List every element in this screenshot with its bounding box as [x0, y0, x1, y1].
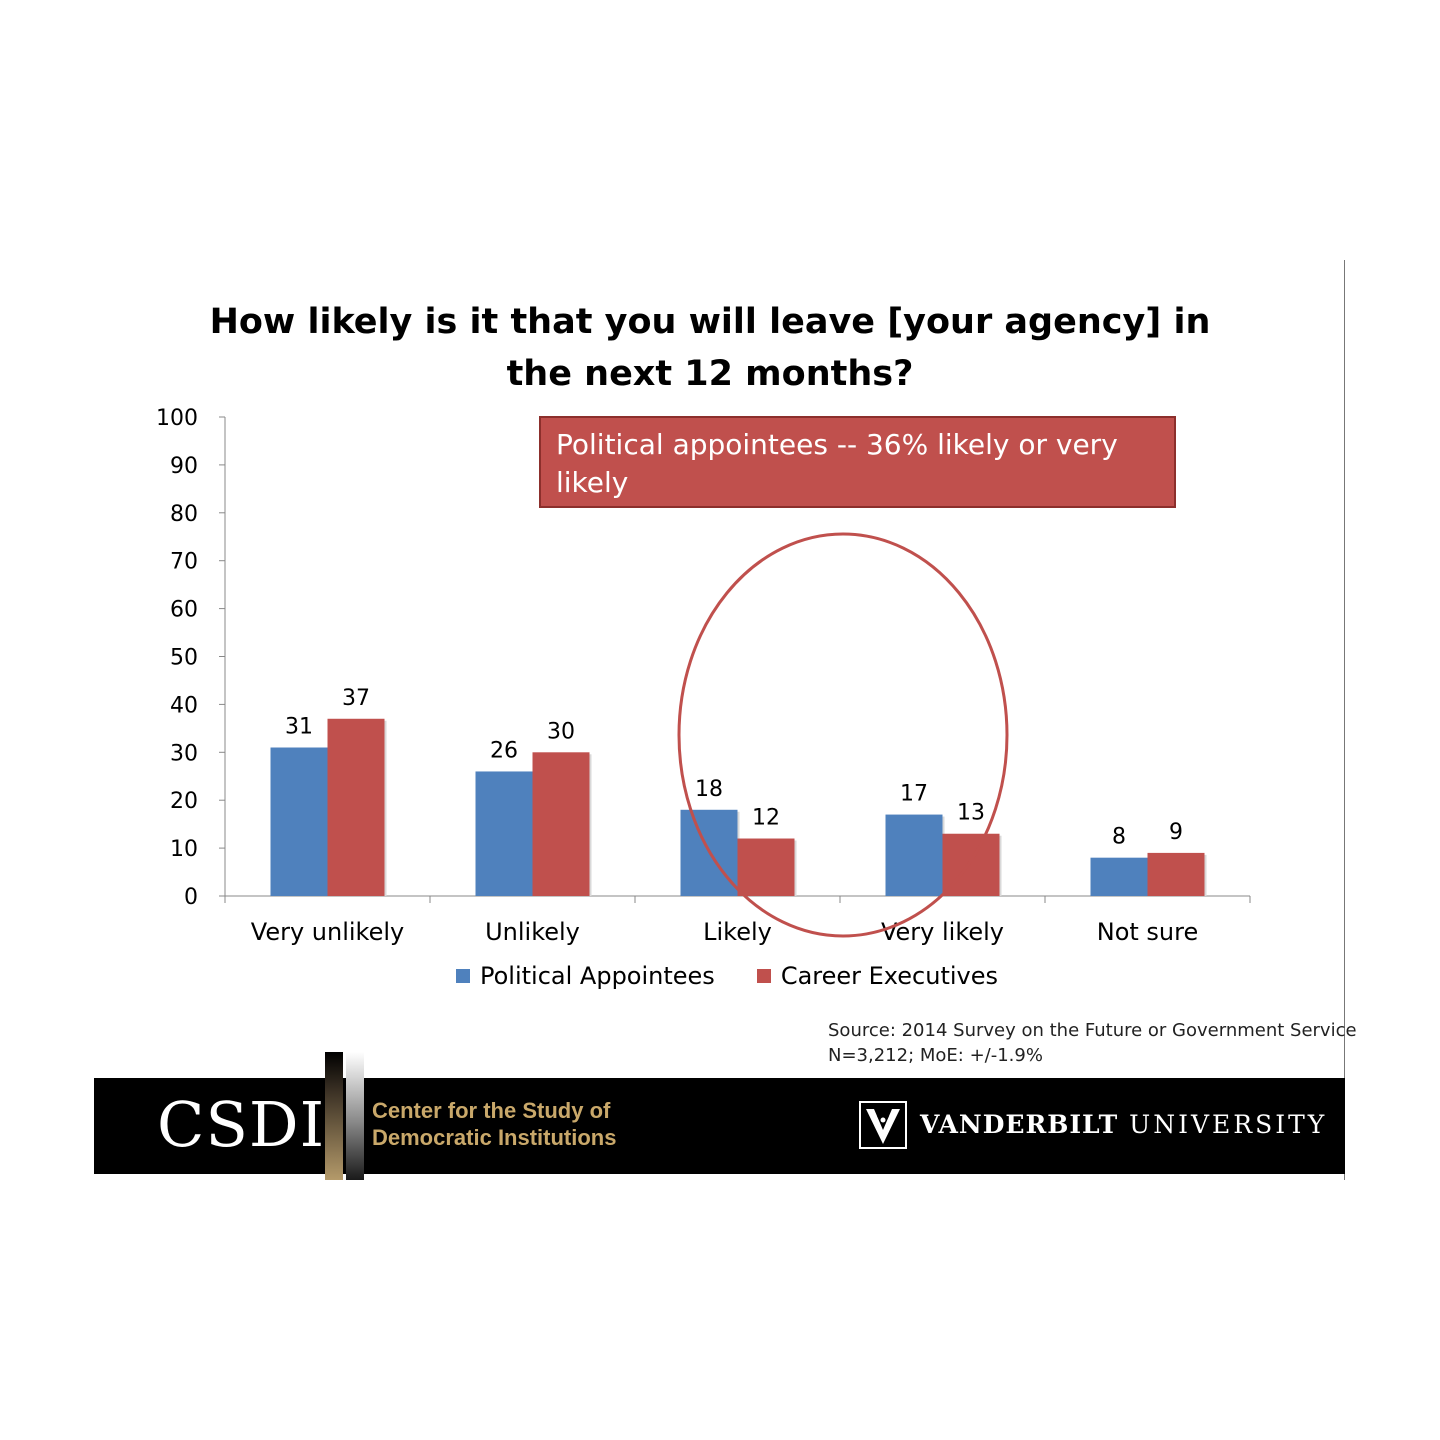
university-name: UNIVERSITY — [1129, 1110, 1328, 1139]
data-label: 13 — [957, 801, 985, 826]
bar-political-appointees — [1090, 857, 1148, 896]
bars — [270, 718, 1207, 896]
data-label: 31 — [285, 715, 313, 740]
highlight-ellipse — [677, 532, 1009, 938]
source-line: Source: 2014 Survey on the Future or Gov… — [828, 1020, 1357, 1041]
slide-right-border — [1344, 260, 1345, 1180]
y-tick-label: 40 — [170, 693, 198, 718]
data-label: 9 — [1169, 820, 1183, 845]
y-tick-label: 10 — [170, 837, 198, 862]
y-axis: 0 10 20 30 40 50 60 70 80 90 100 — [156, 406, 226, 910]
logo-grey-bar — [346, 1052, 364, 1180]
y-tick-label: 50 — [170, 646, 198, 671]
vanderbilt-name: VANDERBILT — [920, 1110, 1119, 1139]
legend-label: Political Appointees — [480, 962, 715, 990]
vanderbilt-oak-icon — [859, 1101, 907, 1149]
x-tick-label: Unlikely — [485, 918, 580, 946]
data-label: 8 — [1112, 825, 1126, 850]
center-name-line-1: Center for the Study of — [372, 1098, 611, 1123]
bar-career-executives — [1147, 852, 1205, 896]
bar-career-executives — [327, 718, 385, 896]
legend-swatch-blue — [456, 969, 470, 983]
y-tick-label: 100 — [156, 406, 198, 431]
center-name-line-2: Democratic Institutions — [372, 1125, 617, 1150]
bar-career-executives — [532, 752, 590, 896]
bar-political-appointees — [475, 771, 533, 896]
y-tick-label: 80 — [170, 502, 198, 527]
bar-career-executives — [737, 838, 795, 896]
x-axis: Very unlikely Unlikely Likely Very likely No… — [224, 895, 1251, 946]
y-tick-label: 60 — [170, 598, 198, 623]
y-tick-label: 20 — [170, 789, 198, 814]
y-tick-label: 30 — [170, 741, 198, 766]
y-tick-label: 90 — [170, 454, 198, 479]
y-tick-label: 70 — [170, 550, 198, 575]
legend-label: Career Executives — [780, 962, 998, 990]
annotation-callout: Political appointees -- 36% likely or ve… — [539, 416, 1176, 575]
x-tick-label: Very unlikely — [251, 918, 404, 946]
vanderbilt-wordmark: VANDERBILT UNIVERSITY — [920, 1110, 1327, 1139]
logo-gold-bar — [325, 1052, 343, 1180]
sample-line: N=3,212; MoE: +/-1.9% — [828, 1045, 1043, 1066]
callout-line-1: Political appointees -- 36% likely or ve… — [556, 428, 1118, 499]
chart-legend: Political Appointees Career Executives — [456, 962, 1040, 990]
data-labels: 31 37 26 30 18 12 17 13 8 9 — [285, 686, 1183, 850]
legend-swatch-red — [756, 969, 771, 983]
data-label: 37 — [342, 686, 370, 711]
x-tick-label: Not sure — [1097, 918, 1199, 946]
source-note: Source: 2014 Survey on the Future or Gov… — [828, 1018, 1357, 1068]
data-label: 18 — [695, 777, 723, 802]
callout-line-2: Career executives -- 24% likely or very … — [556, 504, 1099, 575]
data-label: 26 — [490, 738, 518, 763]
data-label: 12 — [752, 806, 780, 831]
x-tick-label: Likely — [703, 918, 772, 946]
data-label: 17 — [900, 782, 928, 807]
chart-title: How likely is it that you will leave [yo… — [209, 302, 1211, 394]
legend-item-political-appointees: Political Appointees — [456, 962, 715, 990]
footer-banner — [94, 1078, 1345, 1174]
center-name: Center for the Study of Democratic Insti… — [372, 1097, 616, 1151]
data-label: 30 — [547, 719, 575, 744]
y-tick-label: 0 — [184, 885, 198, 910]
csdi-logo-text: CSDI — [157, 1088, 326, 1161]
bar-political-appointees — [885, 814, 943, 896]
legend-item-career-executives: Career Executives — [756, 962, 998, 990]
bar-political-appointees — [270, 747, 328, 896]
